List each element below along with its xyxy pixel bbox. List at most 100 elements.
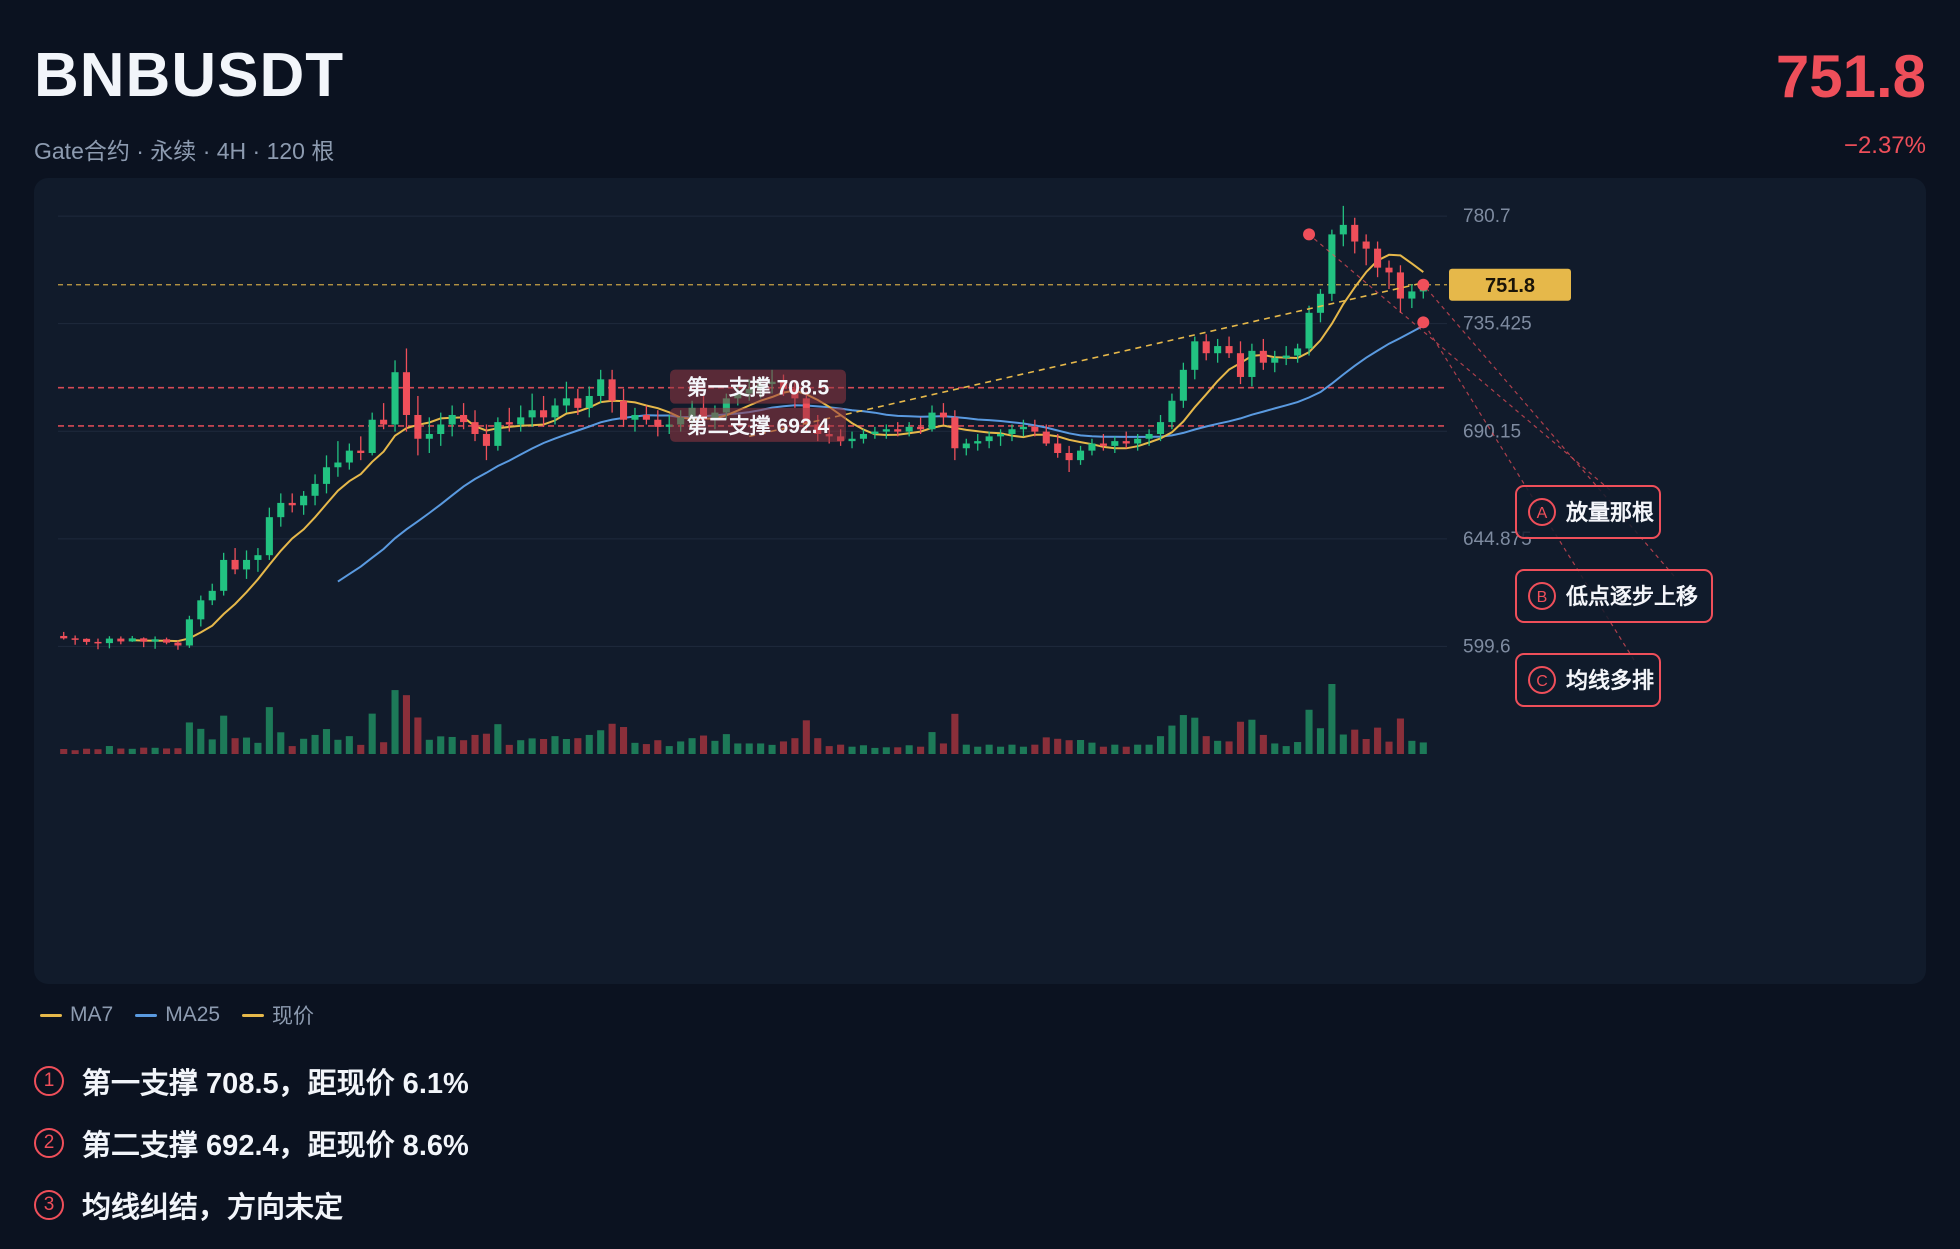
volume-bar	[688, 738, 696, 754]
candle-body	[414, 414, 422, 439]
note-number-badge: 1	[34, 1066, 64, 1096]
volume-bar	[665, 746, 673, 754]
volume-bar	[1374, 727, 1382, 754]
legend-price: 现价	[242, 1000, 314, 1030]
volume-bar	[345, 736, 353, 754]
volume-bar	[174, 748, 182, 754]
volume-bar	[1145, 744, 1153, 754]
volume-bar	[94, 749, 102, 754]
candle-body	[631, 414, 639, 420]
volume-bar	[231, 738, 239, 754]
volume-bar	[391, 690, 399, 754]
candle-body	[265, 517, 273, 556]
candle-body	[1408, 291, 1416, 299]
candle-body	[391, 372, 399, 425]
candle-body	[334, 462, 342, 468]
note-item: 3 均线纠结，方向未定	[34, 1174, 469, 1236]
candle-body	[962, 443, 970, 449]
note-text: 均线纠结，方向未定	[82, 1192, 344, 1224]
candle-body	[151, 639, 159, 642]
candle-body	[1282, 355, 1290, 358]
candle-body	[1099, 443, 1107, 446]
volume-bar	[1019, 746, 1027, 754]
last-price: 751.8	[1775, 43, 1926, 110]
volume-bar	[528, 738, 536, 754]
volume-bar	[1054, 738, 1062, 754]
annotation-letter: B	[1537, 589, 1548, 606]
candle-body	[1191, 341, 1199, 370]
volume-bar	[745, 743, 753, 754]
volume-bar	[322, 729, 331, 754]
candle-body	[551, 405, 559, 418]
note-number-badge: 2	[34, 1128, 64, 1158]
volume-bar	[734, 743, 742, 754]
chart-legend: MA7 MA25 现价	[40, 1000, 314, 1030]
volume-bar	[619, 727, 628, 754]
annotation-badge	[1528, 666, 1556, 694]
volume-bar	[1362, 738, 1370, 754]
volume-bar	[1065, 740, 1073, 754]
candle-body	[494, 422, 502, 446]
volume-bar	[711, 740, 719, 754]
volume-bar	[837, 744, 845, 754]
legend-ma7-label: MA7	[70, 1003, 114, 1026]
annotation-box	[1515, 485, 1661, 539]
annotation-marker	[1417, 316, 1430, 329]
candle-body	[848, 438, 856, 442]
volume-bar	[917, 746, 925, 754]
annotation-label: 低点逐步上移	[1565, 584, 1698, 609]
volume-bar	[597, 730, 605, 754]
volume-bar	[460, 740, 468, 754]
candle-body	[654, 419, 662, 427]
candle-body	[1328, 234, 1336, 294]
note-item: 2 第二支撑 692.4，距现价 8.6%	[34, 1112, 469, 1174]
candle-body	[562, 398, 570, 406]
volume-bar	[1408, 740, 1416, 754]
volume-bar	[1179, 715, 1187, 754]
volume-bar	[140, 747, 148, 754]
candle-body	[1179, 369, 1187, 401]
candle-body	[1351, 224, 1359, 242]
volume-bar	[768, 744, 776, 754]
volume-bar	[654, 740, 662, 754]
volume-bar	[985, 744, 993, 754]
candle-body	[300, 495, 308, 506]
volume-bar	[1031, 744, 1039, 754]
volume-bar	[802, 720, 810, 754]
candle-body	[1214, 346, 1222, 354]
volume-bar	[197, 728, 205, 754]
candle-body	[1316, 293, 1325, 313]
candle-body	[585, 395, 593, 408]
candle-body	[1054, 443, 1062, 454]
candle-body	[1248, 350, 1256, 377]
volume-bar	[871, 747, 879, 754]
candle-body	[197, 600, 205, 620]
volume-bar	[791, 738, 799, 754]
candlestick-chart[interactable]: 780.7 735.425 690.15 644.875 599.6 第一支撑 708.5…	[34, 178, 1926, 984]
volume-bar	[151, 747, 159, 754]
candle-body	[665, 424, 673, 427]
y-tick-label: 690.15	[1463, 421, 1521, 442]
ma25-line	[337, 324, 1424, 583]
volume-bar	[722, 734, 730, 754]
candle-body	[1042, 431, 1050, 444]
candle-body	[1088, 443, 1096, 451]
y-tick-label: 735.425	[1463, 314, 1532, 335]
volume-bar	[1294, 742, 1302, 754]
volume-bar	[185, 722, 193, 754]
volume-bar	[71, 750, 79, 754]
candle-body	[1294, 348, 1302, 356]
candle-body	[1374, 248, 1382, 268]
volume-bar	[1099, 746, 1107, 754]
volume-bar	[1236, 721, 1245, 754]
volume-bar	[894, 747, 902, 754]
volume-bar	[334, 739, 342, 754]
candle-body	[722, 398, 730, 413]
candle-body	[357, 450, 365, 454]
volume-bar	[951, 713, 959, 754]
volume-bar	[105, 746, 113, 754]
volume-bar	[1168, 725, 1176, 754]
volume-bar	[162, 748, 171, 754]
volume-bar	[1042, 737, 1050, 754]
volume-bar	[562, 738, 570, 754]
